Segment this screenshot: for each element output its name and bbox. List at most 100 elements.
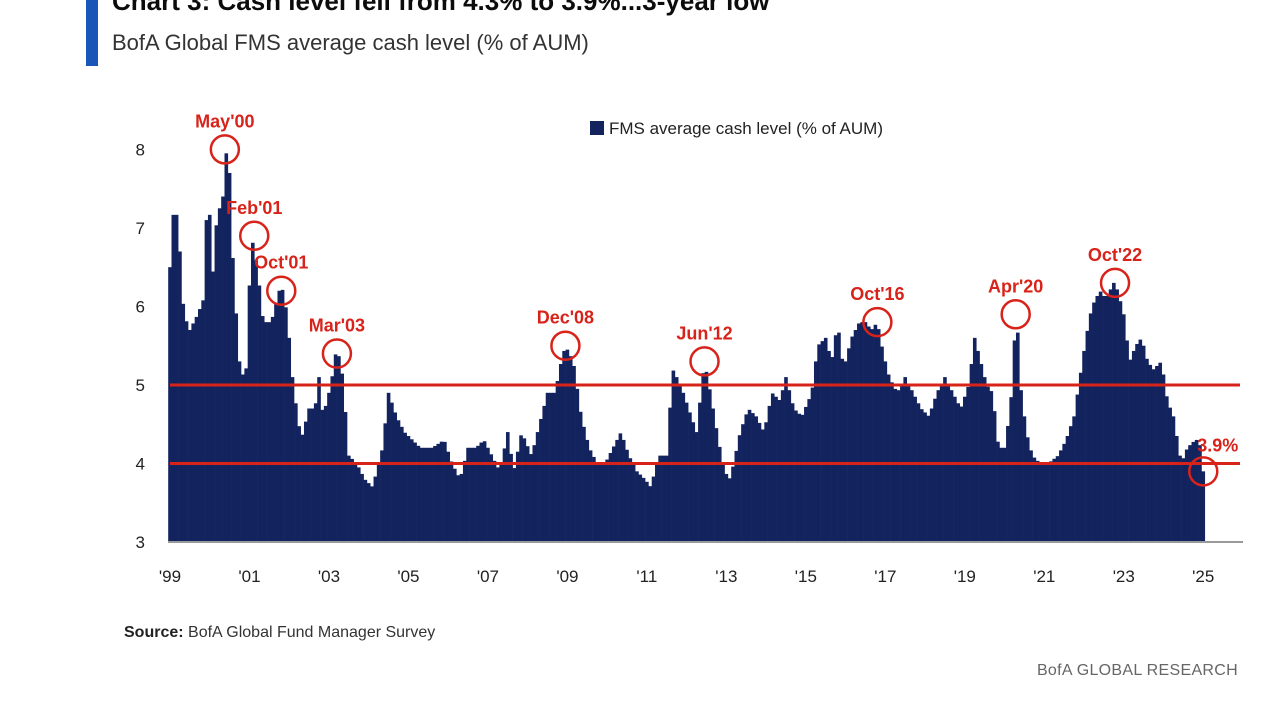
data-bar bbox=[201, 300, 205, 542]
data-bar bbox=[188, 330, 192, 542]
data-bar bbox=[1105, 295, 1110, 542]
data-bar bbox=[635, 471, 639, 542]
data-bar bbox=[1049, 461, 1053, 542]
data-bar bbox=[1085, 330, 1090, 542]
y-tick-label: 4 bbox=[136, 454, 145, 473]
data-bar bbox=[708, 389, 712, 542]
data-bar bbox=[509, 453, 513, 542]
data-bar bbox=[1178, 455, 1182, 542]
data-bar bbox=[972, 337, 977, 542]
y-tick-label: 3 bbox=[136, 533, 145, 552]
data-bar bbox=[866, 326, 871, 542]
data-bar bbox=[207, 214, 212, 542]
data-bar bbox=[764, 422, 768, 542]
data-bar bbox=[1072, 416, 1076, 542]
data-bar bbox=[784, 377, 788, 542]
data-bar bbox=[850, 336, 855, 542]
data-bar bbox=[999, 447, 1004, 542]
data-bar bbox=[605, 459, 609, 542]
data-bar bbox=[1022, 416, 1027, 542]
annotation-circle bbox=[1000, 299, 1031, 330]
x-tick-label: '13 bbox=[715, 567, 737, 586]
data-bar bbox=[168, 267, 172, 542]
data-bar bbox=[688, 412, 692, 542]
data-bar bbox=[333, 354, 338, 542]
data-bar bbox=[502, 448, 507, 542]
data-bar bbox=[661, 455, 666, 542]
data-bar bbox=[1042, 463, 1047, 542]
data-bar bbox=[234, 313, 239, 542]
data-bar bbox=[956, 403, 960, 542]
data-bar bbox=[347, 455, 351, 542]
brand-footer: BofA GLOBAL RESEARCH bbox=[1036, 662, 1238, 679]
data-bar bbox=[585, 439, 590, 542]
data-bar bbox=[959, 406, 964, 542]
legend-swatch bbox=[590, 121, 604, 135]
data-bar bbox=[913, 396, 917, 542]
data-bar bbox=[876, 329, 881, 542]
data-bar bbox=[833, 335, 838, 542]
data-bar bbox=[1108, 289, 1113, 542]
data-bar bbox=[655, 463, 659, 542]
data-bar bbox=[896, 390, 901, 542]
annotation-circle bbox=[209, 134, 241, 165]
data-bar bbox=[1039, 463, 1043, 542]
data-bar bbox=[403, 432, 407, 542]
data-bar bbox=[552, 392, 556, 542]
data-bar bbox=[449, 461, 454, 542]
data-bar bbox=[317, 377, 321, 542]
data-bar bbox=[701, 373, 705, 542]
y-tick-label: 8 bbox=[136, 140, 145, 159]
data-bar bbox=[380, 450, 384, 542]
data-bar bbox=[1141, 345, 1146, 542]
data-bar bbox=[671, 370, 676, 542]
data-bar bbox=[456, 475, 460, 542]
data-bar bbox=[1062, 443, 1066, 542]
data-bar bbox=[512, 468, 517, 542]
data-bar bbox=[267, 322, 272, 542]
data-bar bbox=[453, 468, 457, 542]
data-bar bbox=[400, 426, 404, 542]
data-bar bbox=[204, 220, 209, 542]
data-bar bbox=[307, 408, 311, 542]
data-bar bbox=[1188, 445, 1192, 542]
data-bar bbox=[555, 381, 560, 542]
x-tick-label: '01 bbox=[238, 567, 260, 586]
data-bar bbox=[1165, 396, 1169, 542]
data-bar bbox=[486, 447, 490, 542]
data-bar bbox=[963, 396, 967, 542]
data-bar bbox=[982, 377, 987, 542]
annotation-circle bbox=[689, 346, 720, 377]
data-bar bbox=[1171, 416, 1176, 542]
x-tick-label: '15 bbox=[795, 567, 817, 586]
data-bar bbox=[406, 436, 411, 542]
data-bar bbox=[1095, 295, 1100, 542]
data-bar bbox=[727, 478, 732, 542]
data-bar bbox=[313, 403, 318, 542]
y-tick-label: 6 bbox=[136, 297, 145, 316]
data-bar bbox=[350, 458, 354, 542]
data-bar bbox=[264, 322, 268, 542]
data-bar bbox=[363, 479, 368, 542]
data-bar bbox=[539, 418, 543, 542]
data-bar bbox=[171, 214, 176, 542]
source-label: Source: bbox=[124, 624, 184, 641]
data-bar bbox=[704, 371, 709, 542]
data-bar bbox=[194, 316, 199, 542]
data-bar bbox=[843, 361, 848, 542]
data-bar bbox=[1145, 358, 1149, 542]
annotation-label: Jun'12 bbox=[676, 323, 732, 343]
data-bar bbox=[625, 449, 629, 542]
data-bar bbox=[549, 392, 553, 542]
data-bar bbox=[386, 392, 391, 542]
data-bar bbox=[1092, 302, 1096, 542]
data-bar bbox=[621, 439, 626, 542]
data-bar bbox=[903, 377, 908, 542]
annotation-circle bbox=[266, 275, 297, 306]
data-bar bbox=[376, 463, 381, 542]
data-bar bbox=[711, 408, 715, 542]
data-bar bbox=[303, 421, 308, 542]
data-bar bbox=[191, 323, 195, 542]
data-bar bbox=[807, 399, 811, 542]
annotation-label: Mar'03 bbox=[309, 316, 365, 336]
